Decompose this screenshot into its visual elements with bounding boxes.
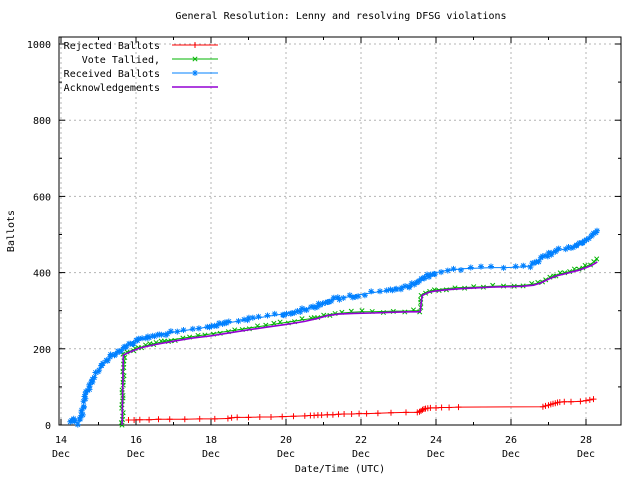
x-tick-label-month: Dec bbox=[577, 449, 595, 460]
x-tick-label-day: 28 bbox=[580, 435, 592, 446]
legend-label: Rejected Ballots bbox=[64, 41, 160, 52]
x-tick-label-month: Dec bbox=[427, 449, 445, 460]
y-tick-label: 0 bbox=[45, 421, 51, 432]
legend-marker-sample bbox=[192, 56, 198, 62]
x-tick-label-month: Dec bbox=[202, 449, 220, 460]
x-tick-label-month: Dec bbox=[502, 449, 520, 460]
x-tick-label-month: Dec bbox=[127, 449, 145, 460]
y-axis-label: Ballots bbox=[6, 210, 17, 252]
x-tick-label-day: 14 bbox=[55, 435, 67, 446]
x-tick-label-month: Dec bbox=[52, 449, 70, 460]
legend-marker-sample bbox=[192, 42, 198, 48]
x-tick-label-day: 20 bbox=[280, 435, 292, 446]
series-markers-received-ballots bbox=[67, 227, 600, 428]
legend-label: Vote Tallied, bbox=[82, 55, 160, 66]
chart-title: General Resolution: Lenny and resolving … bbox=[175, 11, 506, 22]
legend-marker-sample bbox=[192, 70, 198, 76]
series-markers-rejected-ballots bbox=[125, 396, 597, 423]
x-tick-label-day: 24 bbox=[430, 435, 442, 446]
y-tick-label: 1000 bbox=[27, 40, 51, 51]
series-line-acknowledgements bbox=[121, 261, 598, 426]
y-tick-label: 800 bbox=[33, 116, 51, 127]
legend-label: Received Ballots bbox=[64, 69, 160, 80]
x-tick-label-day: 26 bbox=[505, 435, 517, 446]
series-markers-vote-tallied- bbox=[118, 256, 600, 428]
y-tick-label: 200 bbox=[33, 345, 51, 356]
y-tick-label: 400 bbox=[33, 269, 51, 280]
series-line-vote-tallied- bbox=[121, 258, 598, 426]
x-tick-label-day: 22 bbox=[355, 435, 367, 446]
x-axis-label: Date/Time (UTC) bbox=[295, 464, 385, 475]
plot-border bbox=[58, 36, 622, 426]
y-tick-label: 600 bbox=[33, 192, 51, 203]
x-tick-label-day: 16 bbox=[130, 435, 142, 446]
x-tick-label-month: Dec bbox=[277, 449, 295, 460]
legend-label: Acknowledgements bbox=[64, 83, 160, 94]
x-tick-label-day: 18 bbox=[205, 435, 217, 446]
x-tick-label-month: Dec bbox=[352, 449, 370, 460]
series-line-received-ballots bbox=[69, 230, 599, 424]
